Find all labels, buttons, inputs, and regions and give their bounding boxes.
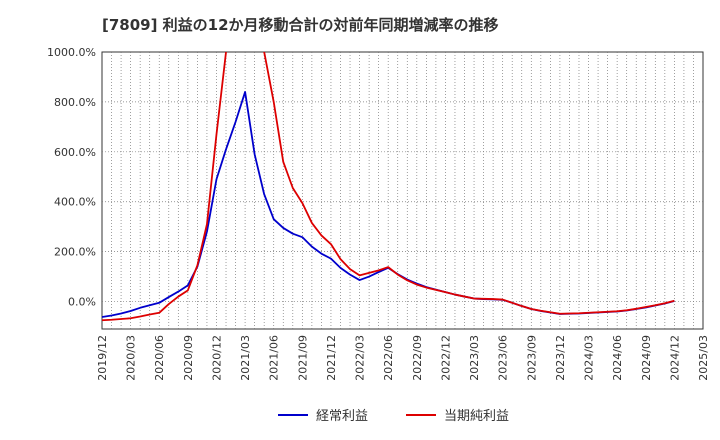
x-tick-label: 2023/06 bbox=[497, 335, 510, 381]
x-tick-label: 2020/09 bbox=[182, 335, 195, 381]
y-tick-label: 600.0% bbox=[54, 146, 96, 159]
plot-area bbox=[101, 51, 704, 330]
series-lines bbox=[102, 52, 675, 322]
y-tick-label: 400.0% bbox=[54, 196, 96, 209]
x-tick-label: 2021/12 bbox=[325, 335, 338, 381]
y-tick-label: 800.0% bbox=[54, 96, 96, 109]
x-tick-label: 2024/03 bbox=[583, 335, 596, 381]
y-tick-label: 1000.0% bbox=[47, 46, 96, 59]
x-tick-label: 2020/06 bbox=[153, 335, 166, 381]
x-tick-label: 2024/09 bbox=[640, 335, 653, 381]
chart-title: [7809] 利益の12か月移動合計の対前年同期増減率の推移 bbox=[102, 16, 499, 34]
x-tick-label: 2021/06 bbox=[268, 335, 281, 381]
y-tick-label: 200.0% bbox=[54, 246, 96, 259]
x-tick-label: 2025/03 bbox=[697, 335, 710, 381]
x-tick-label: 2019/12 bbox=[96, 335, 109, 381]
axis-labels: 0.0% 200.0% 400.0% 600.0% 800.0% 1000.0% 2019/… bbox=[47, 46, 710, 381]
x-tick-label: 2023/09 bbox=[525, 335, 538, 381]
legend-label-2: 当期純利益 bbox=[444, 409, 509, 424]
x-tick-label: 2021/03 bbox=[239, 335, 252, 381]
grid-lines bbox=[102, 52, 703, 329]
x-tick-label: 2020/03 bbox=[125, 335, 138, 381]
legend: 経常利益 当期純利益 bbox=[278, 409, 509, 424]
x-tick-label: 2022/03 bbox=[354, 335, 367, 381]
x-tick-label: 2021/09 bbox=[296, 335, 309, 381]
x-tick-label: 2024/06 bbox=[611, 335, 624, 381]
x-tick-label: 2022/12 bbox=[439, 335, 452, 381]
x-tick-label: 2020/12 bbox=[210, 335, 223, 381]
x-tick-label: 2022/09 bbox=[411, 335, 424, 381]
x-tick-label: 2022/06 bbox=[382, 335, 395, 381]
legend-label-1: 経常利益 bbox=[316, 409, 368, 424]
x-tick-label: 2024/12 bbox=[668, 335, 681, 381]
series-line-2 bbox=[102, 52, 675, 322]
x-tick-label: 2023/12 bbox=[554, 335, 567, 381]
y-tick-label: 0.0% bbox=[68, 296, 96, 309]
x-tick-label: 2023/03 bbox=[468, 335, 481, 381]
